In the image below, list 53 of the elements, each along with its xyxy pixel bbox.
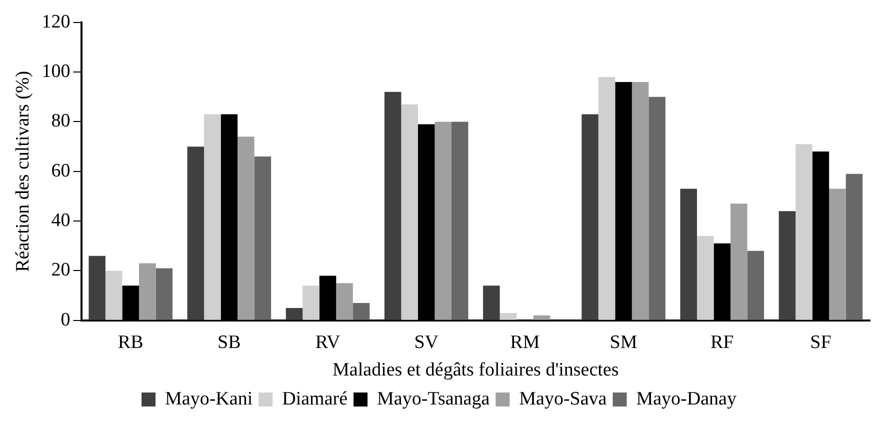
x-tick-label: RB (118, 332, 144, 353)
legend-label: Mayo-Sava (519, 388, 608, 410)
bar (846, 174, 863, 320)
bar (632, 82, 649, 320)
x-tick-label: RM (510, 332, 540, 353)
bar (582, 114, 598, 320)
legend-label: Mayo-Kani (165, 388, 253, 410)
x-tick-label: RV (315, 332, 340, 353)
bar (352, 303, 370, 320)
bar (451, 122, 468, 320)
bar (204, 114, 221, 320)
bar (286, 308, 303, 320)
bar (88, 256, 106, 320)
bar (156, 268, 172, 320)
bar (302, 286, 320, 320)
bar (648, 96, 666, 320)
bar (796, 144, 812, 320)
legend-label: Mayo-Tsanaga (377, 388, 490, 410)
x-tick-label: SF (810, 332, 832, 353)
x-tick-label: RF (710, 332, 734, 353)
bar (483, 286, 500, 320)
bar (401, 104, 418, 320)
y-axis-title: Réaction des cultivars (%) (12, 70, 34, 272)
y-tick-label: 60 (51, 160, 70, 182)
bar (254, 156, 272, 320)
bar (384, 92, 402, 320)
bar (187, 146, 204, 320)
bar (598, 77, 616, 320)
bar (238, 136, 254, 320)
bar (747, 250, 764, 320)
y-tick-label: 80 (51, 110, 70, 132)
y-tick-label: 20 (51, 260, 70, 281)
y-tick-label: 100 (42, 61, 70, 82)
bar (778, 211, 796, 320)
x-tick-label: SV (414, 332, 439, 353)
y-tick-label: 120 (42, 11, 70, 32)
legend-label: Diamaré (282, 388, 348, 410)
y-tick-label: 0 (60, 309, 70, 330)
bar (336, 283, 353, 320)
x-tick-label: SB (218, 332, 241, 353)
x-tick-label: SM (610, 332, 638, 353)
x-axis-title: Maladies et dégâts foliaires d'insectes (332, 360, 619, 381)
legend-label: Mayo-Danay (636, 388, 737, 410)
bar (138, 263, 156, 320)
bar (730, 204, 748, 320)
bar (434, 122, 452, 320)
bar (696, 236, 714, 320)
bar (533, 315, 550, 320)
y-tick-label: 40 (51, 210, 70, 232)
bar (829, 188, 846, 320)
bar (680, 188, 697, 320)
bar (105, 270, 122, 320)
bar (500, 312, 517, 320)
